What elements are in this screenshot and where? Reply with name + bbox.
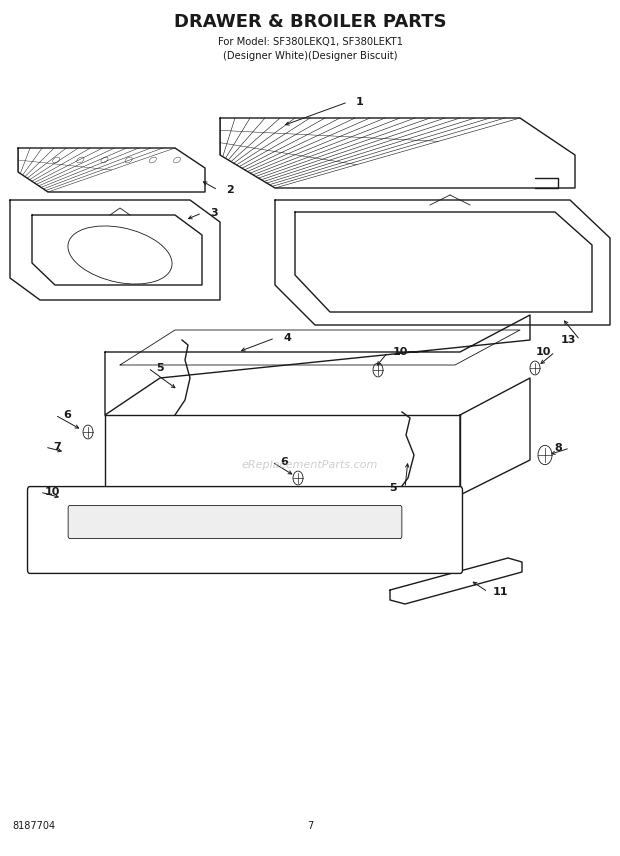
Text: For Model: SF380LEKQ1, SF380LEKT1: For Model: SF380LEKQ1, SF380LEKT1 [218,37,402,47]
Text: 3: 3 [210,208,218,218]
Text: 2: 2 [226,185,234,195]
Text: 11: 11 [492,587,508,597]
Text: 10: 10 [44,487,60,497]
FancyBboxPatch shape [68,505,402,538]
Text: 7: 7 [53,442,61,452]
Text: 10: 10 [392,347,408,357]
Text: 5: 5 [389,483,397,493]
Text: 8: 8 [554,443,562,453]
FancyBboxPatch shape [27,486,463,574]
Text: 6: 6 [63,410,71,420]
Text: 10: 10 [535,347,551,357]
Text: 13: 13 [560,335,576,345]
Text: 4: 4 [283,333,291,343]
Text: eReplacementParts.com: eReplacementParts.com [242,460,378,470]
Text: 7: 7 [307,821,313,831]
Text: 1: 1 [356,97,364,107]
Text: DRAWER & BROILER PARTS: DRAWER & BROILER PARTS [174,13,446,31]
Text: (Designer White)(Designer Biscuit): (Designer White)(Designer Biscuit) [223,51,397,61]
Text: 8187704: 8187704 [12,821,56,831]
Text: 5: 5 [156,363,164,373]
Text: 6: 6 [280,457,288,467]
